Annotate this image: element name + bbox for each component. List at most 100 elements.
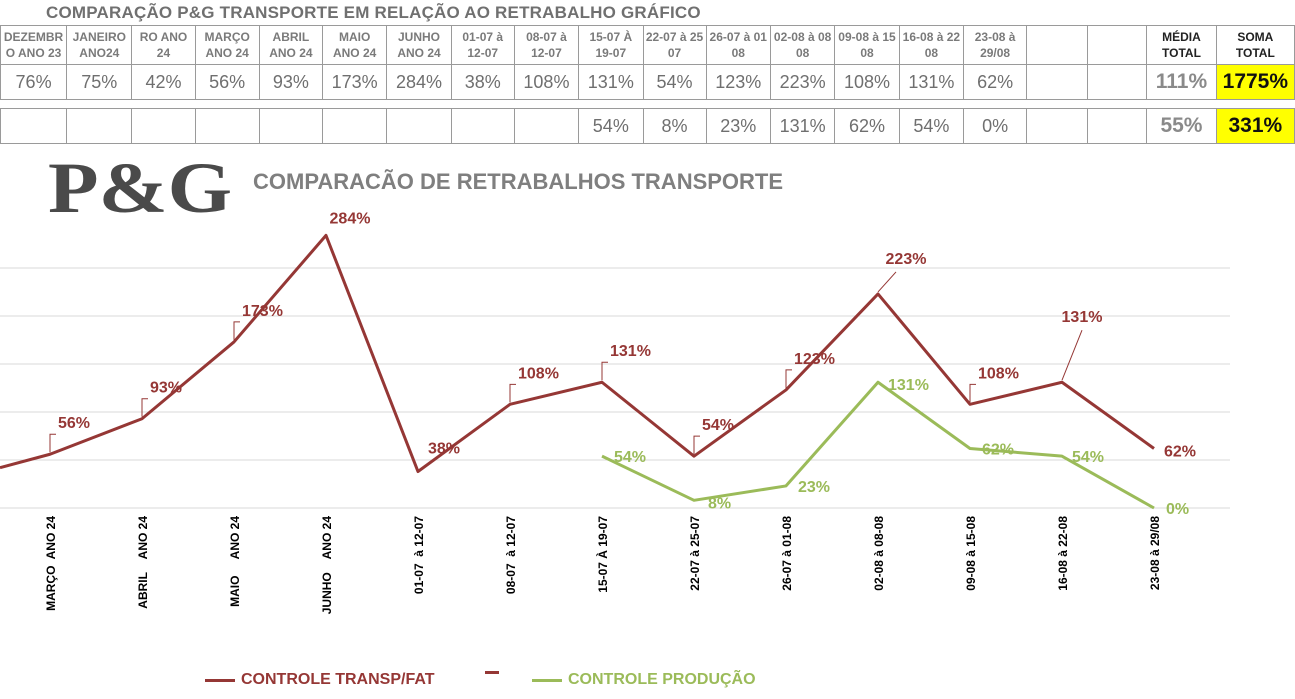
header-text: 12-07: [467, 46, 499, 60]
value-cell: [1087, 108, 1148, 144]
header-cell: 22-07 à 25 07: [642, 25, 707, 65]
data-label: 223%: [886, 251, 927, 268]
value-cell: 62%: [834, 108, 900, 144]
data-label: 62%: [982, 441, 1014, 458]
header-text: 24: [156, 46, 171, 60]
value-cell: [513, 108, 580, 144]
header-cell: 08-07 à 12-07: [513, 25, 580, 65]
header-text: JUNHO: [397, 30, 440, 44]
label-leader: [1061, 330, 1083, 381]
value-cell: 223%: [769, 64, 836, 100]
header-text: 08: [795, 46, 810, 60]
value-cell: 23%: [705, 108, 771, 144]
value-cell: 131%: [578, 64, 644, 100]
series-line-transp: [0, 233, 1155, 474]
data-labels: 56% 93% 173% 284% 38% 108% 131% 54% 123% 223% 108%…: [49, 210, 1196, 518]
data-label: 38%: [428, 441, 460, 458]
header-cell: [1026, 25, 1089, 65]
legend-dash-swatch: [485, 671, 499, 674]
value-cell: [131, 108, 196, 144]
value-cell: [1026, 64, 1089, 100]
x-tick-label: 09-08 à 15-08: [964, 516, 978, 591]
header-text: 07: [667, 46, 682, 60]
data-label: 93%: [150, 380, 182, 397]
value-cell: [1087, 64, 1148, 100]
legend-transp: CONTROLE TRANSP/FAT: [205, 671, 434, 689]
header-text: SOMA: [1237, 30, 1274, 44]
value-cell: 56%: [194, 64, 260, 100]
value-cell: 108%: [834, 64, 900, 100]
value-cell: 111%: [1146, 64, 1217, 100]
x-tick-label: ABRIL ANO 24: [136, 516, 150, 609]
header-text: ABRIL: [272, 30, 310, 44]
table-title: COMPARAÇÃO P&G TRANSPORTE EM RELAÇÃO AO …: [46, 3, 701, 22]
value-cell: [258, 108, 323, 144]
data-label: 54%: [614, 449, 646, 466]
header-text: 26-07 à 01: [709, 30, 767, 44]
legend-producao-label: CONTROLE PRODUÇÃO: [568, 671, 756, 688]
value-cell: [321, 108, 388, 144]
value-cell: 42%: [131, 64, 196, 100]
legend-transp-label: CONTROLE TRANSP/FAT: [241, 671, 435, 688]
header-text: 02-08 à 08: [773, 30, 832, 44]
header-text: JANEIRO: [72, 30, 126, 44]
header-text: ANO24: [79, 46, 120, 60]
header-text: 08: [731, 46, 745, 60]
value-cell: [450, 108, 515, 144]
header-text: ANO 24: [332, 46, 377, 60]
pg-logo: P&G: [48, 148, 232, 228]
label-leader: [785, 369, 792, 388]
value-cell: 173%: [321, 64, 388, 100]
value-cell: 284%: [386, 64, 452, 100]
data-label: 108%: [518, 365, 559, 382]
header-cell: ABRIL ANO 24: [258, 25, 323, 65]
data-label: 131%: [610, 343, 651, 360]
header-cell: 09-08 à 15 08: [834, 25, 900, 65]
header-text: 12-07: [531, 46, 562, 60]
header-text: 15-07 À: [589, 30, 633, 44]
label-leader: [233, 321, 240, 340]
header-text: 08: [860, 46, 874, 60]
header-text: ANO 24: [269, 46, 313, 60]
value-cell: [1026, 108, 1089, 144]
header-text: ANO 24: [205, 46, 249, 60]
header-row: DEZEMBR O ANO 23 JANEIRO ANO24 RO ANO 24 MARÇO…: [0, 25, 1295, 65]
value-cell: 54%: [642, 64, 707, 100]
data-label: 56%: [58, 415, 90, 432]
producao-values-row: 54% 8% 23% 131% 62% 54% 0% 55% 331%: [0, 108, 1295, 144]
header-cell: DEZEMBR O ANO 23: [0, 25, 68, 65]
data-label: 62%: [1164, 443, 1196, 460]
series-line-producao: [601, 380, 1155, 510]
value-cell: 76%: [0, 64, 68, 100]
x-tick-label: 16-08 à 22-08: [1056, 516, 1070, 591]
header-cell: MARÇO ANO 24: [194, 25, 260, 65]
data-label: 54%: [702, 417, 734, 434]
value-cell: 108%: [513, 64, 580, 100]
value-cell: 0%: [963, 108, 1028, 144]
data-label: 131%: [1062, 309, 1103, 326]
header-text: TOTAL: [1235, 46, 1275, 60]
x-tick-label: 08-07 à 12-07: [504, 516, 518, 594]
header-cell: JUNHO ANO 24: [386, 25, 452, 65]
header-text: 16-08 à 22: [902, 30, 961, 44]
gridlines: [0, 267, 1230, 509]
header-text: ANO 24: [397, 46, 441, 60]
value-cell: [194, 108, 260, 144]
data-label: 8%: [708, 495, 731, 512]
x-tick-label: MAIO ANO 24: [228, 516, 242, 607]
value-cell: [386, 108, 452, 144]
x-tick-label: 02-08 à 08-08: [872, 516, 886, 591]
header-cell: 26-07 à 01 08: [705, 25, 771, 65]
label-leader: [141, 398, 148, 417]
x-tick-label: JUNHO ANO 24: [320, 516, 334, 615]
label-leader: [601, 361, 608, 381]
value-cell: 1775%: [1215, 64, 1295, 100]
value-cell: 55%: [1146, 108, 1217, 144]
header-text: 09-08 à 15: [838, 30, 896, 44]
header-text: DEZEMBR: [3, 30, 64, 44]
header-cell: 15-07 À 19-07: [578, 25, 644, 65]
header-cell: 23-08 à 29/08: [963, 25, 1028, 65]
value-cell: 93%: [258, 64, 323, 100]
data-label: 123%: [794, 351, 835, 368]
